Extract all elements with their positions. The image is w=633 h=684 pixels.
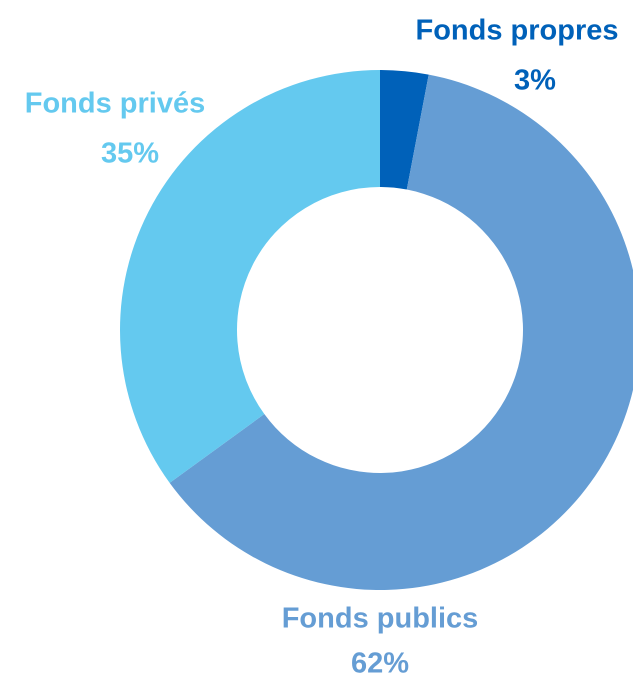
slice-label: Fonds propres bbox=[415, 15, 618, 47]
donut-slice bbox=[169, 74, 633, 590]
slice-label: Fonds publics bbox=[282, 603, 479, 635]
slice-value-label: 62% bbox=[351, 648, 409, 680]
donut-slice bbox=[119, 70, 380, 483]
slice-label: Fonds privés bbox=[25, 88, 206, 120]
slice-value-label: 3% bbox=[514, 65, 556, 97]
donut-slice bbox=[380, 70, 429, 190]
slice-value-label: 35% bbox=[101, 138, 159, 170]
